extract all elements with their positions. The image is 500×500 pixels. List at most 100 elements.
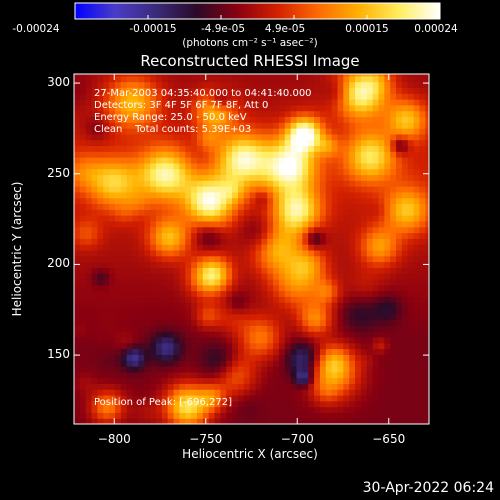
- heatmap-cell: [185, 354, 192, 361]
- heatmap-cell: [390, 255, 397, 263]
- heatmap-cell: [91, 313, 99, 321]
- heatmap-cell: [425, 284, 429, 292]
- heatmap-cell: [290, 139, 298, 147]
- heatmap-cell: [355, 360, 362, 367]
- heatmap-cell: [372, 81, 380, 89]
- heatmap-cell: [167, 313, 175, 321]
- heatmap-cell: [179, 278, 186, 286]
- heatmap-cell: [343, 336, 350, 344]
- heatmap-cell: [196, 139, 204, 147]
- heatmap-cell: [261, 278, 268, 286]
- heatmap-cell: [378, 319, 385, 326]
- heatmap-cell: [173, 261, 181, 268]
- heatmap-cell: [191, 354, 198, 361]
- heatmap-cell: [214, 249, 221, 257]
- heatmap-cell: [226, 191, 233, 199]
- heatmap-cell: [390, 365, 397, 373]
- heatmap-cell: [343, 116, 350, 123]
- heatmap-cell: [185, 110, 192, 118]
- heatmap-cell: [419, 99, 426, 106]
- heatmap-cell: [290, 365, 298, 373]
- heatmap-cell: [308, 220, 315, 228]
- heatmap-cell: [325, 116, 333, 123]
- heatmap-cell: [232, 371, 239, 379]
- heatmap-cell: [314, 74, 321, 77]
- heatmap-cell: [196, 400, 204, 408]
- heatmap-cell: [191, 74, 198, 77]
- heatmap-cell: [302, 238, 309, 245]
- heatmap-cell: [120, 75, 128, 83]
- heatmap-cell: [179, 336, 186, 344]
- heatmap-cell: [413, 232, 421, 239]
- heatmap-cell: [302, 104, 309, 112]
- heatmap-cell: [138, 342, 145, 350]
- heatmap-cell: [132, 133, 140, 141]
- heatmap-cell: [208, 389, 216, 396]
- heatmap-cell: [144, 389, 151, 396]
- heatmap-cell: [296, 74, 303, 77]
- heatmap-cell: [290, 128, 298, 135]
- heatmap-cell: [243, 238, 251, 245]
- heatmap-cell: [255, 412, 262, 419]
- heatmap-cell: [114, 116, 122, 123]
- heatmap-cell: [319, 325, 327, 332]
- heatmap-cell: [202, 296, 210, 303]
- heatmap-cell: [220, 226, 227, 234]
- heatmap-cell: [284, 412, 292, 419]
- heatmap-cell: [372, 238, 380, 245]
- heatmap-cell: [401, 238, 409, 245]
- heatmap-cell: [355, 87, 362, 94]
- heatmap-cell: [384, 302, 391, 309]
- heatmap-cell: [220, 244, 227, 251]
- heatmap-cell: [144, 168, 151, 176]
- heatmap-cell: [79, 290, 87, 297]
- x-axis-label: Heliocentric X (arcsec): [182, 447, 318, 461]
- heatmap-cell: [79, 191, 87, 199]
- heatmap-cell: [237, 191, 245, 199]
- heatmap-cell: [343, 139, 350, 147]
- heatmap-cell: [284, 255, 292, 263]
- heatmap-cell: [337, 412, 344, 419]
- heatmap-cell: [173, 302, 181, 309]
- heatmap-cell: [179, 383, 186, 390]
- heatmap-cell: [155, 232, 163, 239]
- heatmap-cell: [384, 145, 391, 152]
- heatmap-cell: [314, 267, 321, 274]
- heatmap-cell: [261, 348, 268, 355]
- heatmap-cell: [79, 278, 87, 286]
- heatmap-cell: [278, 284, 286, 292]
- heatmap-cell: [91, 116, 99, 123]
- heatmap-cell: [237, 238, 245, 245]
- heatmap-cell: [103, 215, 110, 222]
- heatmap-cell: [208, 220, 216, 228]
- overlay-clean-counts: Clean Total counts: 5.39E+03: [94, 124, 252, 135]
- heatmap-cell: [349, 255, 356, 263]
- heatmap-cell: [273, 412, 280, 419]
- heatmap-cell: [401, 139, 409, 147]
- heatmap-cell: [290, 336, 298, 344]
- heatmap-cell: [126, 244, 134, 251]
- heatmap-cell: [167, 290, 175, 297]
- heatmap-cell: [396, 162, 403, 170]
- heatmap-cell: [161, 203, 169, 210]
- heatmap-cell: [220, 354, 227, 361]
- heatmap-cell: [185, 313, 192, 321]
- heatmap-cell: [167, 122, 175, 129]
- heatmap-cell: [296, 394, 303, 402]
- heatmap-cell: [179, 151, 186, 158]
- heatmap-cell: [366, 296, 374, 303]
- heatmap-cell: [290, 383, 298, 390]
- heatmap-cell: [97, 389, 104, 396]
- heatmap-cell: [132, 226, 140, 234]
- heatmap-cell: [126, 203, 134, 210]
- heatmap-cell: [138, 290, 145, 297]
- heatmap-cell: [85, 365, 93, 373]
- heatmap-cell: [79, 180, 87, 187]
- heatmap-cell: [114, 342, 122, 350]
- heatmap-cell: [284, 145, 292, 152]
- heatmap-cell: [273, 139, 280, 147]
- heatmap-cell: [366, 261, 374, 268]
- heatmap-cell: [220, 331, 227, 338]
- heatmap-cell: [74, 412, 81, 419]
- heatmap-cell: [114, 278, 122, 286]
